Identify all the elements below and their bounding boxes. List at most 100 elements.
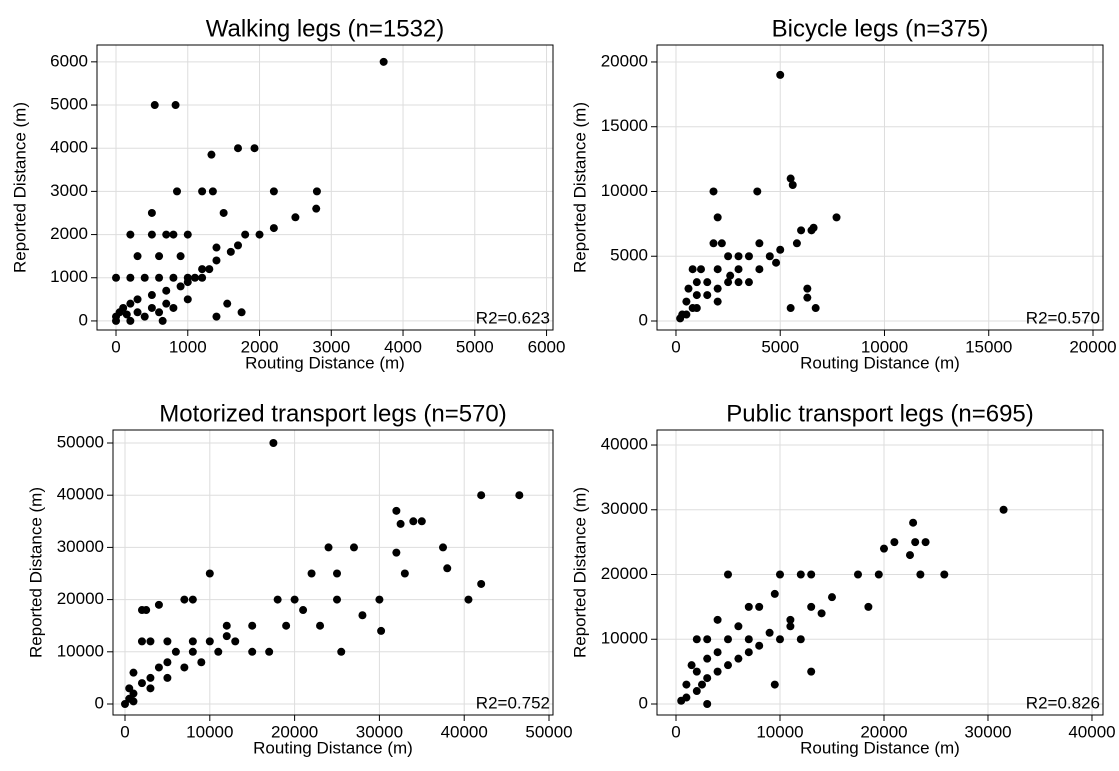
point xyxy=(803,284,812,293)
point xyxy=(874,570,883,579)
x-tick-label: 40000 xyxy=(441,722,488,741)
point xyxy=(692,667,701,676)
point xyxy=(150,101,159,110)
point xyxy=(709,239,718,248)
point xyxy=(171,647,180,656)
point xyxy=(171,101,180,110)
point xyxy=(677,696,686,705)
point xyxy=(190,273,199,282)
x-axis-label: Routing Distance (m) xyxy=(245,353,405,372)
y-tick-label: 20000 xyxy=(57,589,104,608)
y-tick-label: 20000 xyxy=(601,51,648,70)
x-tick-label: 0 xyxy=(671,337,680,356)
point xyxy=(809,223,818,232)
point xyxy=(205,569,214,578)
point xyxy=(755,641,764,650)
point xyxy=(180,595,189,604)
point xyxy=(222,621,231,630)
point xyxy=(396,519,405,528)
point xyxy=(734,654,743,663)
point xyxy=(219,208,228,217)
point xyxy=(682,297,691,306)
point xyxy=(198,187,207,196)
plot-frame xyxy=(656,429,1104,716)
point xyxy=(744,278,753,287)
point xyxy=(864,602,873,611)
point xyxy=(797,226,806,235)
point xyxy=(158,316,167,325)
point xyxy=(208,187,217,196)
point xyxy=(265,647,274,656)
x-tick-label: 3000 xyxy=(312,337,350,356)
point xyxy=(890,538,899,547)
point xyxy=(169,230,178,239)
x-tick-label: 2000 xyxy=(241,337,279,356)
point xyxy=(299,606,308,615)
point xyxy=(233,241,242,250)
point xyxy=(921,538,930,547)
x-axis-label: Routing Distance (m) xyxy=(253,738,413,757)
point xyxy=(273,595,282,604)
y-tick-label: 15000 xyxy=(601,116,648,135)
point xyxy=(155,273,164,282)
point xyxy=(744,252,753,261)
point xyxy=(205,265,214,274)
point xyxy=(282,621,291,630)
point xyxy=(803,293,812,302)
x-tick-label: 30000 xyxy=(964,722,1011,741)
plot-frame xyxy=(656,44,1104,331)
point xyxy=(140,273,149,282)
point xyxy=(786,304,795,313)
x-tick-label: 6000 xyxy=(528,337,566,356)
point xyxy=(772,258,781,267)
point xyxy=(183,278,192,287)
point xyxy=(188,647,197,656)
point xyxy=(713,213,722,222)
y-tick-label: 5000 xyxy=(50,95,88,114)
y-tick-label: 10000 xyxy=(57,641,104,660)
point xyxy=(129,668,138,677)
point xyxy=(697,680,706,689)
point xyxy=(198,265,207,274)
point xyxy=(713,667,722,676)
point xyxy=(147,291,156,300)
point xyxy=(133,252,142,261)
point xyxy=(269,438,278,447)
point xyxy=(807,667,816,676)
point xyxy=(222,632,231,641)
point xyxy=(744,648,753,657)
y-axis-label: Reported Distance (m) xyxy=(570,487,589,658)
point xyxy=(120,700,129,709)
point xyxy=(713,648,722,657)
x-axis-label: Routing Distance (m) xyxy=(800,738,960,757)
y-tick-label: 6000 xyxy=(50,51,88,70)
point xyxy=(324,543,333,552)
point xyxy=(753,187,762,196)
y-tick-label: 10000 xyxy=(601,629,648,648)
x-axis-label: Routing Distance (m) xyxy=(800,353,960,372)
point xyxy=(713,265,722,274)
y-axis-label: Reported Distance (m) xyxy=(10,102,29,273)
point xyxy=(129,697,138,706)
point xyxy=(807,570,816,579)
point xyxy=(169,273,178,282)
point xyxy=(155,308,164,317)
point xyxy=(713,297,722,306)
point xyxy=(792,239,801,248)
point xyxy=(231,637,240,646)
point xyxy=(916,570,925,579)
point xyxy=(112,316,121,325)
point xyxy=(290,595,299,604)
x-tick-label: 0 xyxy=(111,337,120,356)
point xyxy=(147,208,156,217)
point xyxy=(155,252,164,261)
point xyxy=(183,295,192,304)
x-tick-label: 10000 xyxy=(186,722,233,741)
x-tick-label: 20000 xyxy=(860,722,907,741)
point xyxy=(807,602,816,611)
point xyxy=(723,661,732,670)
point xyxy=(223,299,232,308)
point xyxy=(755,265,764,274)
point xyxy=(173,187,182,196)
